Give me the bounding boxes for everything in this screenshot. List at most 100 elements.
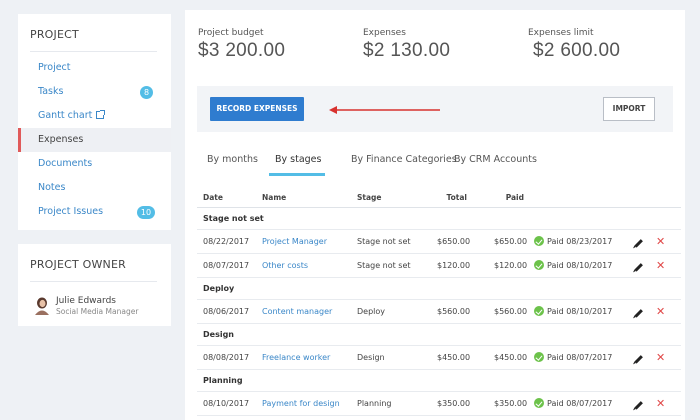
group-header: Deploy <box>197 278 681 300</box>
row-stage: Stage not set <box>357 261 411 270</box>
tab-by-finance-categories[interactable]: By Finance Categories <box>351 154 457 165</box>
edit-button[interactable] <box>634 230 643 254</box>
sidebar-item-label: Project <box>38 62 71 73</box>
status-text: Paid 08/10/2017 <box>547 261 613 270</box>
owner-section-title: PROJECT OWNER <box>30 258 126 271</box>
row-date: 08/22/2017 <box>203 237 250 246</box>
sidebar-item-label: Notes <box>38 182 66 193</box>
project-section-title: PROJECT <box>30 28 79 41</box>
owner-role: Social Media Manager <box>56 307 139 316</box>
project-nav: Project Tasks 8 Gantt chart Expenses Docu… <box>18 56 171 224</box>
import-button[interactable]: IMPORT <box>603 97 655 121</box>
expenses-label: Expenses <box>363 28 406 38</box>
edit-button[interactable] <box>634 300 643 324</box>
delete-button[interactable]: ✕ <box>656 305 666 318</box>
table-header: Date Name Stage Total Paid <box>197 188 681 208</box>
group-header: Planning <box>197 370 681 392</box>
row-date: 08/07/2017 <box>203 261 250 270</box>
tasks-count-badge: 8 <box>140 86 153 99</box>
owner-name[interactable]: Julie Edwards <box>56 296 116 306</box>
table-row: 08/08/2017 Freelance worker Design $450.… <box>197 346 681 370</box>
row-status: Paid 08/10/2017 <box>534 300 612 324</box>
paid-check-icon <box>534 260 544 270</box>
column-header-paid[interactable]: Paid <box>505 193 524 202</box>
row-total: $450.00 <box>437 353 471 362</box>
column-header-total[interactable]: Total <box>446 193 468 202</box>
row-stage: Deploy <box>357 307 386 316</box>
sidebar-item-label: Documents <box>38 158 93 169</box>
project-owner-card: PROJECT OWNER Julie Edwards Social Media… <box>18 244 171 326</box>
row-name-link[interactable]: Freelance worker <box>262 353 331 362</box>
external-link-icon <box>96 110 106 119</box>
sidebar-item-expenses[interactable]: Expenses <box>18 128 171 152</box>
sidebar-item-documents[interactable]: Documents <box>18 152 171 176</box>
paid-check-icon <box>534 236 544 246</box>
tab-by-stages[interactable]: By stages <box>275 154 322 165</box>
sidebar-item-notes[interactable]: Notes <box>18 176 171 200</box>
edit-button[interactable] <box>634 346 643 370</box>
table-row: 08/10/2017 Payment for design Planning $… <box>197 392 681 416</box>
tab-by-crm-accounts[interactable]: By CRM Accounts <box>454 154 537 165</box>
issues-count-badge: 10 <box>137 206 155 219</box>
row-stage: Design <box>357 353 385 362</box>
row-paid: $560.00 <box>494 307 528 316</box>
delete-button[interactable]: ✕ <box>656 235 666 248</box>
action-bar: RECORD EXPENSES IMPORT <box>197 86 673 132</box>
arrow-left-icon <box>329 106 440 114</box>
table-row: 08/06/2017 Content manager Deploy $560.0… <box>197 300 681 324</box>
row-date: 08/10/2017 <box>203 399 250 408</box>
pencil-icon <box>634 354 643 363</box>
group-header: Stage not set <box>197 208 681 230</box>
table-row: 08/22/2017 Project Manager Stage not set… <box>197 230 681 254</box>
row-paid: $120.00 <box>494 261 528 270</box>
row-status: Paid 08/10/2017 <box>534 254 612 278</box>
sidebar-item-label: Gantt chart <box>38 110 93 121</box>
sidebar-item-label: Project Issues <box>38 206 104 217</box>
budget-label: Project budget <box>198 28 264 38</box>
divider <box>30 51 157 52</box>
limit-label: Expenses limit <box>528 28 594 38</box>
edit-button[interactable] <box>634 392 643 416</box>
delete-button[interactable]: ✕ <box>656 259 666 272</box>
row-status: Paid 08/23/2017 <box>534 230 612 254</box>
record-expenses-button[interactable]: RECORD EXPENSES <box>210 97 304 121</box>
expenses-value: $2 130.00 <box>363 40 451 61</box>
tab-by-months[interactable]: By months <box>207 154 258 165</box>
row-name-link[interactable]: Other costs <box>262 261 309 270</box>
row-total: $560.00 <box>437 307 471 316</box>
column-header-name[interactable]: Name <box>262 193 287 202</box>
avatar[interactable] <box>34 297 50 315</box>
delete-button[interactable]: ✕ <box>656 397 666 410</box>
status-text: Paid 08/23/2017 <box>547 237 613 246</box>
row-name-link[interactable]: Content manager <box>262 307 333 316</box>
divider <box>30 281 157 282</box>
row-date: 08/08/2017 <box>203 353 250 362</box>
row-stage: Stage not set <box>357 237 411 246</box>
row-name-link[interactable]: Project Manager <box>262 237 327 246</box>
project-menu-card: PROJECT Project Tasks 8 Gantt chart Expen… <box>18 14 171 230</box>
sidebar-item-tasks[interactable]: Tasks 8 <box>18 80 171 104</box>
sidebar-item-label: Expenses <box>38 134 84 145</box>
status-text: Paid 08/07/2017 <box>547 353 613 362</box>
pencil-icon <box>634 262 643 271</box>
status-text: Paid 08/10/2017 <box>547 307 613 316</box>
pencil-icon <box>634 400 643 409</box>
edit-button[interactable] <box>634 254 643 278</box>
active-tab-indicator <box>269 173 325 176</box>
row-name-link[interactable]: Payment for design <box>262 399 340 408</box>
paid-check-icon <box>534 352 544 362</box>
column-header-stage[interactable]: Stage <box>357 193 382 202</box>
sidebar-item-gantt-chart[interactable]: Gantt chart <box>18 104 171 128</box>
row-paid: $350.00 <box>494 399 528 408</box>
column-header-date[interactable]: Date <box>203 193 223 202</box>
row-total: $350.00 <box>437 399 471 408</box>
pencil-icon <box>634 308 643 317</box>
row-paid: $450.00 <box>494 353 528 362</box>
pencil-icon <box>634 238 643 247</box>
table-row: 08/07/2017 Other costs Stage not set $12… <box>197 254 681 278</box>
sidebar-item-project[interactable]: Project <box>18 56 171 80</box>
delete-button[interactable]: ✕ <box>656 351 666 364</box>
limit-value: $2 600.00 <box>533 40 621 61</box>
status-text: Paid 08/07/2017 <box>547 399 613 408</box>
sidebar-item-project-issues[interactable]: Project Issues 10 <box>18 200 171 224</box>
